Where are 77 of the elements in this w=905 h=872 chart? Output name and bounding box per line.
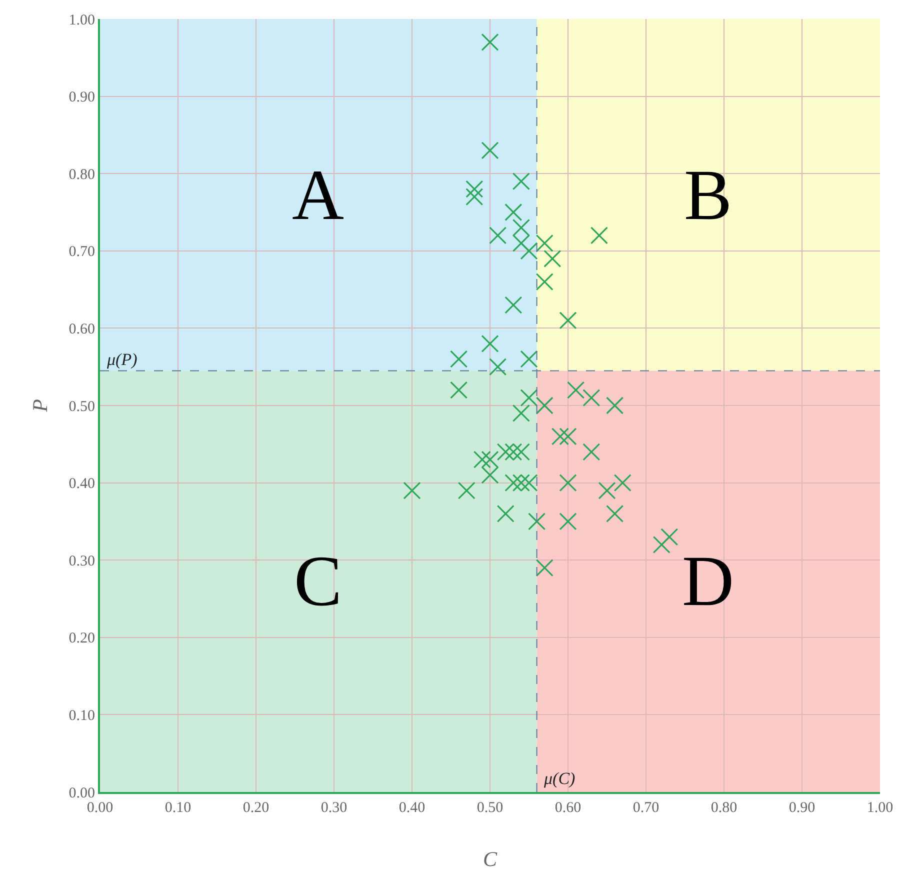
x-tick-label: 0.40 <box>398 800 426 816</box>
point <box>559 474 577 492</box>
point <box>489 358 507 376</box>
point <box>520 350 538 368</box>
point <box>504 203 522 222</box>
point <box>614 474 632 492</box>
x-tick-label: 0.00 <box>86 800 114 816</box>
point <box>512 172 530 190</box>
point <box>466 180 484 198</box>
y-tick-label: 0.20 <box>68 630 95 647</box>
y-tick-label: 0.60 <box>68 321 95 338</box>
point <box>660 528 678 546</box>
ref-line-label: μ(P) <box>106 350 138 369</box>
point <box>582 388 600 407</box>
y-tick-label: 0.50 <box>68 398 95 415</box>
y-tick-label: 0.90 <box>68 90 95 106</box>
y-tick-label: 0.30 <box>68 553 95 570</box>
x-tick-label: 1.00 <box>866 800 894 816</box>
point <box>567 381 585 399</box>
point <box>606 396 624 414</box>
y-tick-label: 0.10 <box>68 708 95 724</box>
point <box>520 242 538 260</box>
x-tick-label: 0.30 <box>320 800 348 816</box>
point <box>450 350 468 368</box>
x-tick-label: 0.50 <box>476 800 504 816</box>
point <box>489 226 507 244</box>
x-tick-label: 0.90 <box>788 800 816 816</box>
point <box>551 428 569 446</box>
point <box>512 234 530 252</box>
band-label: C <box>294 541 342 621</box>
band-label: A <box>292 155 344 235</box>
point <box>606 504 624 523</box>
y-tick-label: 0.40 <box>68 476 95 492</box>
point <box>559 312 577 330</box>
point <box>528 512 546 530</box>
x-axis-title: C <box>482 847 498 871</box>
y-tick-label: 0.00 <box>68 785 95 802</box>
point <box>536 396 554 414</box>
point <box>481 450 499 468</box>
y-tick-label: 0.80 <box>68 166 95 183</box>
point <box>559 428 577 446</box>
point <box>652 536 670 554</box>
point <box>536 559 554 577</box>
point <box>481 466 499 484</box>
x-tick-label: 0.10 <box>164 800 192 816</box>
point <box>403 482 421 500</box>
x-tick-label: 0.70 <box>632 800 660 816</box>
point <box>504 443 522 461</box>
point <box>512 218 530 237</box>
band-label: B <box>684 155 732 235</box>
x-tick-label: 0.60 <box>554 800 582 816</box>
point <box>598 482 616 500</box>
y-tick-label: 1.00 <box>68 12 95 28</box>
point <box>512 404 530 422</box>
point <box>544 250 562 268</box>
point <box>466 188 484 206</box>
point <box>458 482 476 500</box>
point <box>481 142 499 160</box>
point <box>536 273 554 291</box>
point <box>504 296 522 314</box>
point <box>481 334 499 352</box>
y-tick-label: 0.70 <box>68 244 95 260</box>
point <box>590 226 608 244</box>
point <box>559 512 577 530</box>
point <box>450 381 468 399</box>
point <box>481 33 499 51</box>
point <box>496 504 514 523</box>
x-tick-label: 0.80 <box>710 800 738 816</box>
band-label: D <box>682 541 734 621</box>
point <box>473 450 491 468</box>
point <box>536 234 554 252</box>
point <box>520 388 538 407</box>
point <box>582 443 600 461</box>
y-axis-title: P <box>28 398 52 413</box>
point <box>512 474 530 492</box>
x-tick-label: 0.20 <box>242 800 270 816</box>
ref-line-label: μ(C) <box>543 769 576 788</box>
